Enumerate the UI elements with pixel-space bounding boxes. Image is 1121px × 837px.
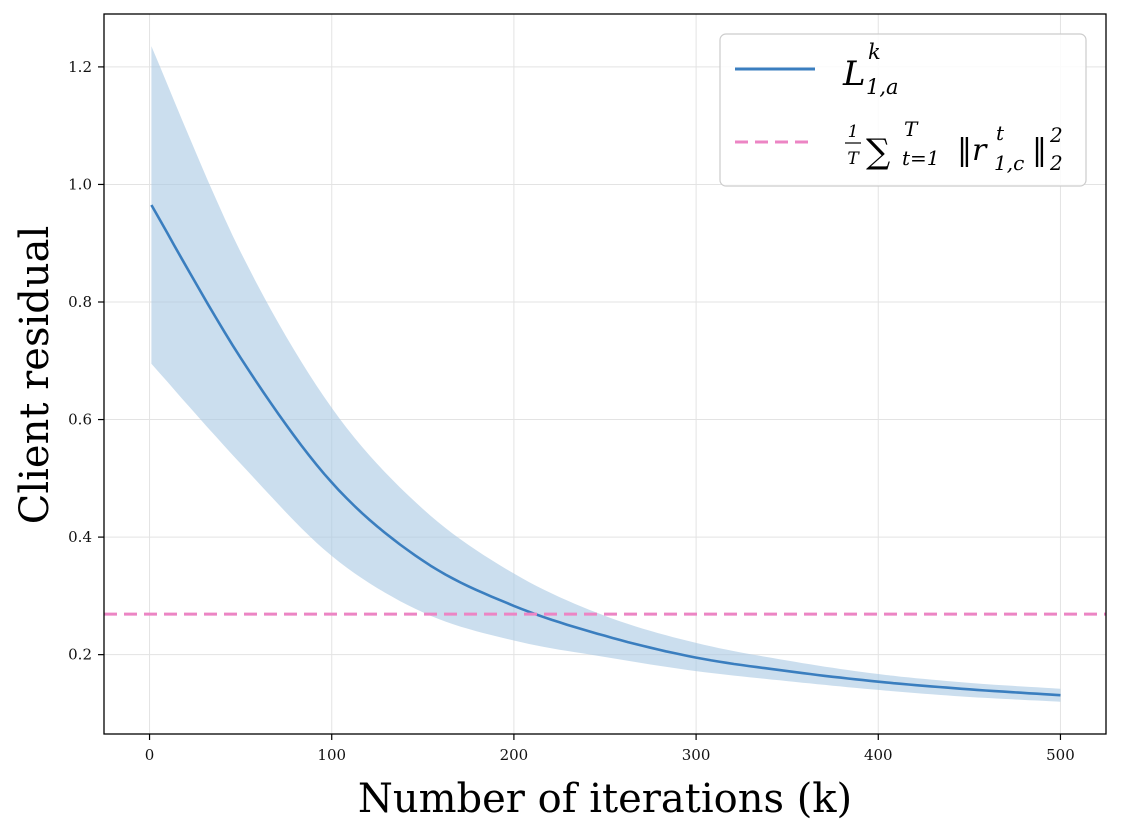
x-tick-label-2: 200 [500, 746, 529, 764]
legend-0-sub: 1,a [866, 75, 899, 99]
legend-1-norm-sub: 1,c [994, 151, 1024, 175]
legend-label-series-1: 1 T ∑ T t=1 ‖r t 1,c ‖ 2 2 [845, 117, 1063, 175]
y-tick-label-4: 1.0 [68, 175, 92, 193]
legend: L k 1,a 1 T ∑ T t=1 ‖r t 1,c ‖ 2 2 [719, 33, 1087, 187]
legend-1-norm-open: ‖r [957, 133, 988, 168]
x-tick-label-0: 0 [145, 746, 155, 764]
x-tick-label-5: 500 [1046, 746, 1075, 764]
legend-0-base: L [842, 54, 866, 94]
legend-1-outer-sub: 2 [1049, 151, 1063, 175]
x-axis-label: Number of iterations (k) [358, 776, 852, 822]
x-tick-label-4: 400 [864, 746, 893, 764]
y-tick-label-1: 0.4 [68, 528, 92, 546]
x-axis-ticks: 0 100 200 300 400 500 [145, 734, 1075, 764]
series-0-band [151, 46, 1061, 702]
legend-1-norm-close: ‖ [1032, 133, 1047, 168]
legend-1-outer-sup: 2 [1049, 123, 1063, 147]
legend-1-sum-sup: T [904, 117, 919, 141]
x-tick-label-3: 300 [682, 746, 711, 764]
legend-1-sum: ∑ [866, 132, 890, 172]
y-axis-label: Client residual [12, 226, 58, 525]
y-tick-label-2: 0.6 [68, 411, 92, 429]
y-tick-label-3: 0.8 [68, 293, 92, 311]
x-tick-label-1: 100 [317, 746, 346, 764]
series-0-line [150, 204, 1061, 697]
legend-0-sup: k [868, 40, 881, 64]
legend-label-series-0: L k 1,a [842, 40, 899, 99]
legend-box [719, 33, 1087, 187]
confidence-band [151, 46, 1061, 702]
legend-1-frac-den: T [847, 149, 860, 169]
legend-1-frac-num: 1 [848, 122, 859, 142]
plot-frame [103, 13, 1107, 735]
legend-1-norm-sup: t [996, 121, 1005, 145]
legend-1-sum-sub: t=1 [902, 146, 940, 170]
y-tick-label-5: 1.2 [68, 58, 92, 76]
y-tick-label-0: 0.2 [68, 646, 92, 664]
series-lines [104, 204, 1106, 697]
y-axis-ticks: 0.2 0.4 0.6 0.8 1.0 1.2 [68, 58, 104, 664]
